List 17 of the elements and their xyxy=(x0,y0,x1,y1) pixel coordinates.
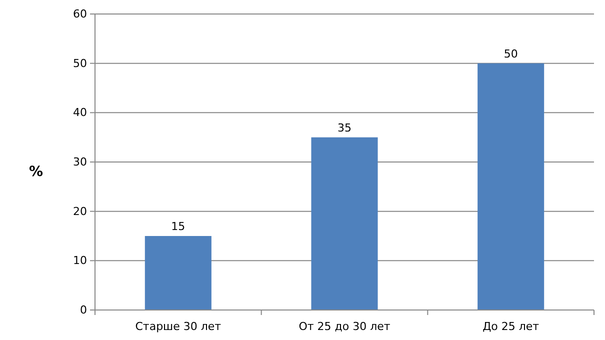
bar xyxy=(311,137,378,310)
y-axis-title: % xyxy=(28,164,44,180)
y-tick-label: 40 xyxy=(73,106,87,120)
y-tick-label: 10 xyxy=(73,254,87,268)
y-tick-label: 50 xyxy=(73,56,87,70)
bar xyxy=(478,63,544,310)
data-label: 15 xyxy=(171,220,186,233)
bar xyxy=(144,236,212,310)
data-label: 50 xyxy=(504,47,518,60)
x-tick-label: Старше 30 лет xyxy=(135,320,222,333)
data-label: 35 xyxy=(338,121,352,134)
y-tick-label: 60 xyxy=(73,8,87,21)
y-tick-label: 20 xyxy=(73,204,87,218)
y-tick-label: 30 xyxy=(73,156,87,169)
x-tick-label: От 25 до 30 лет xyxy=(298,320,391,333)
y-tick-label: 0 xyxy=(80,304,87,317)
x-tick-label: До 25 лет xyxy=(482,320,540,333)
